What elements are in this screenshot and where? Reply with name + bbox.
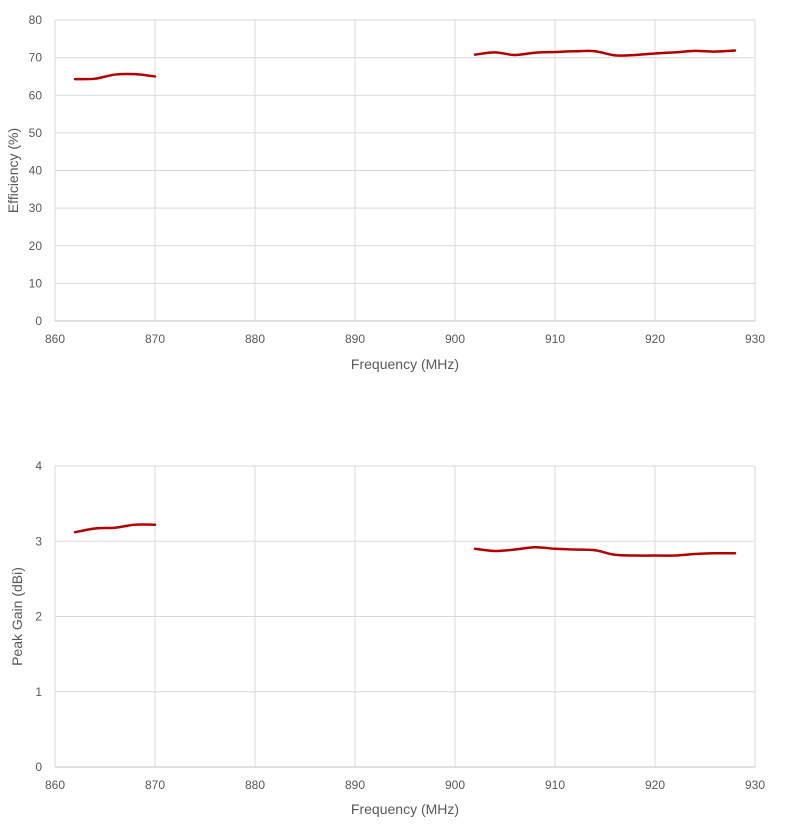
x-tick-label: 880 bbox=[245, 778, 265, 792]
y-tick-label: 60 bbox=[29, 88, 43, 102]
series-line-segment bbox=[473, 546, 737, 557]
y-tick-label: 2 bbox=[35, 610, 42, 624]
x-tick-label: 880 bbox=[245, 332, 265, 346]
y-tick-label: 10 bbox=[29, 276, 43, 290]
x-tick-label: 900 bbox=[445, 332, 465, 346]
x-axis-title: Frequency (MHz) bbox=[351, 801, 459, 817]
y-axis-title: Efficiency (%) bbox=[5, 128, 21, 213]
x-tick-label: 930 bbox=[745, 778, 765, 792]
efficiency-chart: 0 10 20 30 40 50 60 70 80 860 870 880 890 900 910 920 93… bbox=[5, 13, 765, 372]
x-tick-label: 860 bbox=[45, 778, 65, 792]
y-tick-label: 40 bbox=[29, 164, 43, 178]
y-tick-label: 3 bbox=[35, 534, 42, 548]
x-axis-title: Frequency (MHz) bbox=[351, 356, 459, 372]
peak-gain-chart: 0 1 2 3 4 860 870 880 890 900 910 920 930 Frequency (… bbox=[9, 459, 765, 817]
series-line-segment bbox=[73, 72, 157, 81]
y-tick-label: 20 bbox=[29, 239, 43, 253]
x-tick-label: 910 bbox=[545, 332, 565, 346]
x-tick-label: 920 bbox=[645, 332, 665, 346]
y-tick-label: 50 bbox=[29, 126, 43, 140]
y-axis-title: Peak Gain (dBi) bbox=[9, 567, 25, 666]
y-tick-label: 80 bbox=[29, 13, 43, 27]
x-tick-label: 890 bbox=[345, 778, 365, 792]
series-line-segment bbox=[73, 523, 157, 534]
x-tick-label: 870 bbox=[145, 778, 165, 792]
x-tick-label: 910 bbox=[545, 778, 565, 792]
y-tick-label: 1 bbox=[35, 685, 42, 699]
y-tick-label: 70 bbox=[29, 51, 43, 65]
x-tick-label: 870 bbox=[145, 332, 165, 346]
y-tick-label: 30 bbox=[29, 201, 43, 215]
series-line-segment bbox=[473, 49, 737, 57]
x-tick-label: 860 bbox=[45, 332, 65, 346]
x-tick-label: 930 bbox=[745, 332, 765, 346]
x-tick-label: 890 bbox=[345, 332, 365, 346]
x-tick-label: 900 bbox=[445, 778, 465, 792]
x-tick-label: 920 bbox=[645, 778, 665, 792]
y-tick-label: 4 bbox=[35, 459, 42, 473]
y-tick-label: 0 bbox=[35, 760, 42, 774]
y-tick-label: 0 bbox=[35, 314, 42, 328]
